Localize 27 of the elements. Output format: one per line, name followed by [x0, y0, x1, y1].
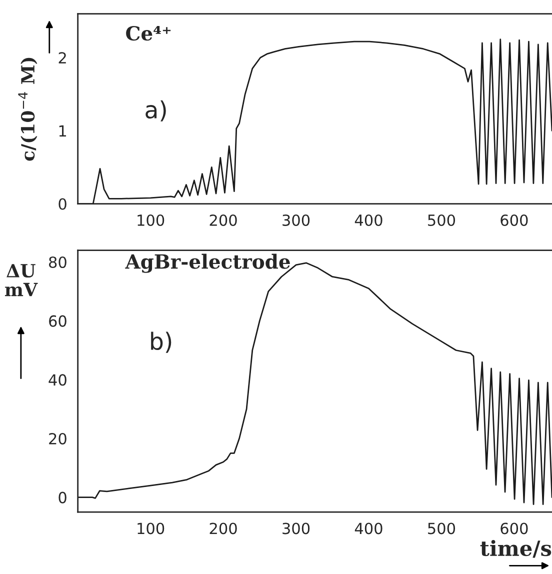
x-tick-label: 400: [354, 522, 382, 534]
annotation: b): [151, 332, 172, 353]
y-tick-label: 60: [49, 315, 66, 327]
x-tick-label: 200: [210, 214, 237, 226]
x-tick-label: 500: [428, 522, 456, 534]
annotation: Ce⁴⁺: [126, 26, 171, 41]
x-axis-title: time/s: [480, 540, 552, 558]
x-tick-label: 400: [354, 214, 382, 226]
x-tick-label: 600: [500, 522, 528, 534]
x-tick-label: 300: [282, 214, 310, 226]
y-tick-label: 80: [49, 256, 66, 268]
annotation: AgBr-electrode: [125, 254, 290, 273]
x-tick-label: 200: [210, 522, 237, 534]
y-axis-title: c/(10$^{−4}$ M): [18, 58, 38, 161]
x-tick-label: 300: [282, 522, 310, 534]
y-tick-label: 0: [58, 492, 66, 504]
y-tick-label: 40: [48, 374, 66, 386]
y-tick-label: 20: [49, 432, 66, 445]
x-tick-label: 100: [138, 522, 164, 534]
x-tick-label: 100: [138, 214, 164, 226]
y-tick-label: 2: [58, 52, 66, 64]
x-tick-label: 600: [500, 214, 528, 226]
x-tick-label: 500: [428, 214, 456, 226]
y-tick-label: 1: [59, 125, 66, 136]
y-tick-label: 0: [58, 198, 66, 210]
annotation: a): [146, 100, 166, 122]
y-axis-title: ΔU mV: [4, 264, 38, 296]
